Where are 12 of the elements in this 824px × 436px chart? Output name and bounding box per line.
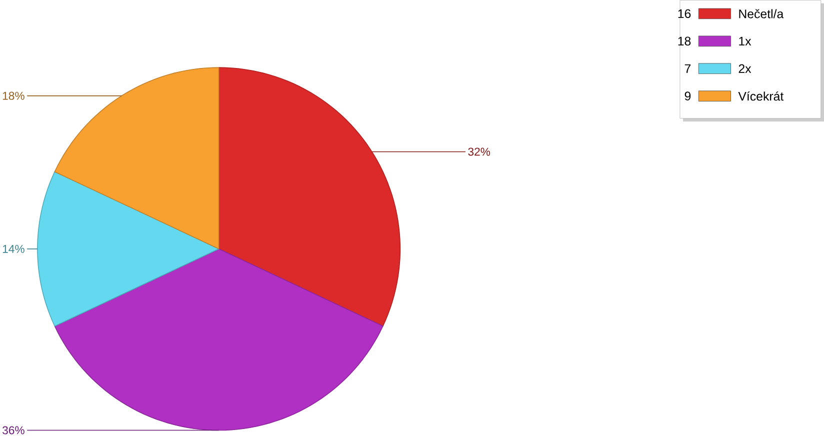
legend-label: Nečetl/a [739,8,784,18]
legend-label: 2x [738,64,752,73]
legend-label: Vícekrát [738,91,784,100]
text: 18 [678,36,691,46]
data-label: 14% [2,244,24,253]
data-label: 18% [2,92,24,100]
legend-label: 1x [739,36,752,46]
text: 9 [684,92,691,100]
data-label: 36% [2,426,24,434]
text: 7 [684,64,691,73]
text: 16 [678,9,691,18]
data-label: 32% [468,148,490,156]
